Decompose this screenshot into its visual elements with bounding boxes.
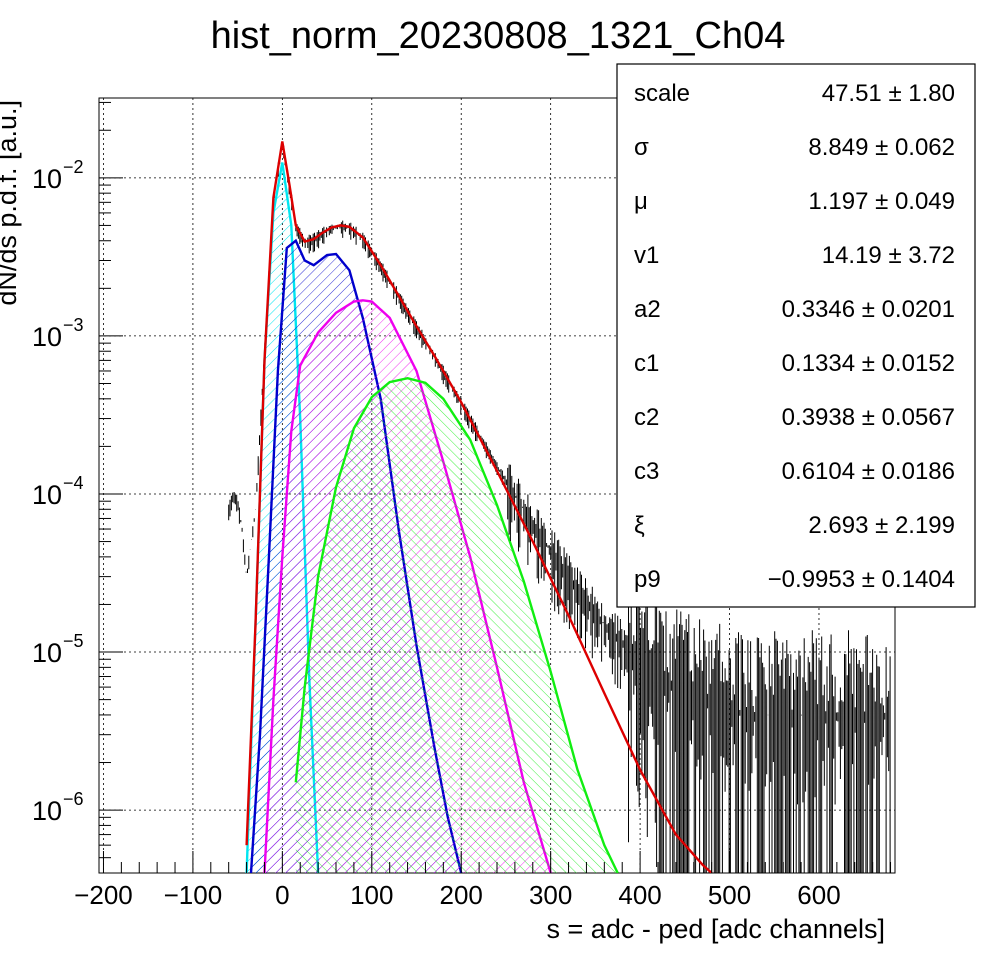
y-tick-label: 10	[32, 480, 62, 510]
stats-param-name: v1	[634, 242, 659, 269]
stats-param-value: 0.3346 ± 0.0201	[782, 296, 955, 323]
series-3-fill	[295, 378, 618, 873]
stats-row: μ 1.197 ± 0.049	[634, 188, 955, 215]
stats-param-name: c3	[634, 458, 659, 485]
stats-param-value: 8.849 ± 0.062	[808, 134, 955, 161]
x-tick-label: 600	[797, 880, 840, 910]
y-tick-label: 10	[32, 322, 62, 352]
y-tick-exponent: −4	[63, 473, 84, 493]
y-tick-exponent: −2	[63, 157, 84, 177]
y-tick-label: 10	[32, 796, 62, 826]
y-tick-exponent: −3	[63, 315, 84, 335]
stats-param-name: p9	[634, 566, 661, 593]
stats-param-value: 14.19 ± 3.72	[822, 242, 955, 269]
stats-box-frame	[616, 63, 976, 608]
x-tick-label: 400	[618, 880, 661, 910]
stats-param-name: c2	[634, 404, 659, 431]
stats-row: a2 0.3346 ± 0.0201	[634, 296, 955, 323]
stats-row: σ 8.849 ± 0.062	[634, 134, 955, 161]
stats-param-value: −0.9953 ± 0.1404	[768, 566, 955, 593]
stats-param-name: μ	[634, 188, 648, 215]
stats-param-value: 47.51 ± 1.80	[822, 80, 955, 107]
x-tick-label: −200	[74, 880, 133, 910]
stats-param-value: 2.693 ± 2.199	[808, 512, 955, 539]
y-tick-exponent: −5	[63, 631, 84, 651]
x-axis-label: s = adc - ped [adc channels]	[547, 914, 885, 944]
x-tick-label: 300	[529, 880, 572, 910]
stats-row: ξ 2.693 ± 2.199	[634, 512, 955, 539]
y-axis-label: dN/ds p.d.f. [a.u.]	[0, 100, 22, 306]
stats-box: scale 47.51 ± 1.80 σ 8.849 ± 0.062 μ 1.197 ± …	[616, 63, 976, 608]
stats-row: p9 −0.9953 ± 0.1404	[634, 566, 955, 593]
chart-title: hist_norm_20230808_1321_Ch04	[211, 15, 786, 57]
x-tick-label: −100	[164, 880, 223, 910]
stats-row: c2 0.3938 ± 0.0567	[634, 404, 955, 431]
x-tick-label: 500	[708, 880, 751, 910]
y-tick-exponent: −6	[63, 789, 84, 809]
stats-param-value: 0.3938 ± 0.0567	[782, 404, 955, 431]
stats-row: v1 14.19 ± 3.72	[634, 242, 955, 269]
y-tick-label: 10	[32, 638, 62, 668]
stats-param-value: 1.197 ± 0.049	[808, 188, 955, 215]
stats-row: scale 47.51 ± 1.80	[634, 80, 955, 107]
stats-param-name: scale	[634, 80, 690, 107]
stats-row: c3 0.6104 ± 0.0186	[634, 458, 955, 485]
series-3-curve	[294, 376, 619, 873]
y-tick-label: 10	[32, 164, 62, 194]
stats-param-value: 0.1334 ± 0.0152	[782, 350, 955, 377]
stats-param-name: σ	[634, 134, 649, 161]
series-layer	[228, 141, 891, 873]
stats-row: c1 0.1334 ± 0.0152	[634, 350, 955, 377]
series-4-fit-line	[245, 141, 713, 873]
stats-param-name: a2	[634, 296, 661, 323]
stats-param-name: ξ	[634, 512, 645, 539]
x-tick-label: 100	[350, 880, 393, 910]
stats-param-value: 0.6104 ± 0.0186	[782, 458, 955, 485]
x-tick-label: 200	[440, 880, 483, 910]
x-tick-label: 0	[275, 880, 289, 910]
stats-param-name: c1	[634, 350, 659, 377]
